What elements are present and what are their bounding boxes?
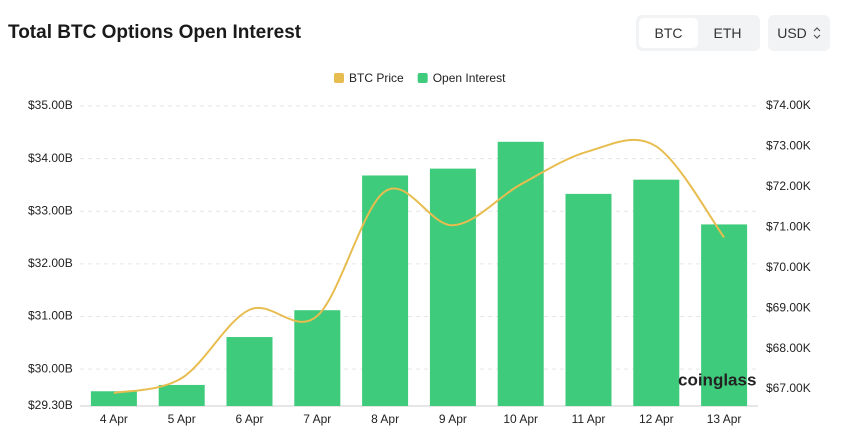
bar: [429, 168, 476, 406]
watermark: coinglass: [678, 370, 756, 389]
bar: [158, 384, 205, 406]
price-line: [113, 138, 725, 395]
tab-btc[interactable]: BTC: [639, 18, 698, 48]
y-tick-label: $32.00B: [28, 256, 73, 270]
x-tick-label: 8 Apr: [371, 412, 399, 426]
y2-tick-label: $72.00K: [766, 179, 811, 193]
legend-label: BTC Price: [349, 71, 404, 85]
tab-eth[interactable]: ETH: [713, 25, 742, 41]
x-tick-label: 13 Apr: [707, 412, 742, 426]
y2-tick-label: $74.00K: [766, 98, 811, 112]
x-tick-label: 12 Apr: [639, 412, 674, 426]
y2-tick-label: $67.00K: [766, 381, 811, 395]
y-tick-label: $34.00B: [28, 151, 73, 165]
y2-tick-label: $69.00K: [766, 300, 811, 314]
bar: [226, 337, 273, 406]
x-tick-label: 5 Apr: [168, 412, 196, 426]
y-tick-label: $35.00B: [28, 98, 73, 112]
bar: [362, 175, 409, 406]
x-tick-label: 10 Apr: [503, 412, 538, 426]
bar: [633, 179, 680, 406]
x-tick-label: 6 Apr: [235, 412, 263, 426]
page-title: Total BTC Options Open Interest: [8, 22, 302, 43]
y-tick-label: $29.30B: [28, 398, 73, 412]
x-tick-label: 11 Apr: [572, 412, 606, 426]
y2-tick-label: $71.00K: [766, 219, 811, 233]
legend-label: Open Interest: [433, 71, 506, 85]
y-tick-label: $30.00B: [28, 361, 73, 375]
bar: [294, 310, 341, 406]
coin-tabs: BTC ETH: [636, 15, 760, 51]
y2-tick-label: $70.00K: [766, 260, 811, 274]
y-tick-label: $33.00B: [28, 203, 73, 217]
legend-swatch: [417, 73, 428, 83]
bar: [701, 224, 748, 406]
y2-tick-label: $73.00K: [766, 139, 811, 153]
legend-swatch: [334, 73, 344, 83]
bar: [565, 193, 612, 406]
y2-tick-label: $68.00K: [766, 341, 811, 355]
x-tick-label: 7 Apr: [303, 412, 331, 426]
bar: [497, 141, 544, 406]
bar: [90, 391, 137, 406]
currency-label: USD: [777, 25, 807, 41]
x-tick-label: 9 Apr: [439, 412, 467, 426]
select-icon: [813, 27, 821, 39]
x-tick-label: 4 Apr: [100, 412, 128, 426]
y-tick-label: $31.00B: [28, 309, 73, 323]
currency-select[interactable]: USD: [768, 15, 830, 51]
